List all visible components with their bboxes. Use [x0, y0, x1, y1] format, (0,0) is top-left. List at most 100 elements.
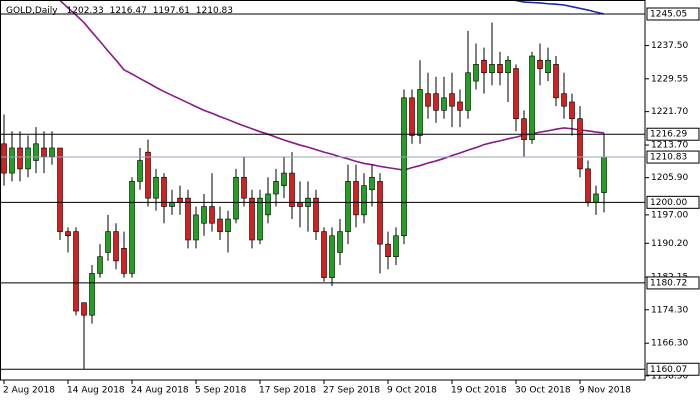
level-label: 1160.07 — [650, 365, 687, 375]
candle-body — [401, 97, 407, 237]
candle-body — [273, 181, 279, 195]
candle-body — [385, 243, 391, 257]
candle-body — [377, 181, 383, 245]
candle-body — [209, 206, 215, 224]
candle-body — [281, 172, 287, 186]
x-tick-label: 27 Sep 2018 — [323, 386, 380, 396]
plot-area — [0, 0, 645, 370]
candle-body — [225, 218, 231, 232]
candle-body — [545, 59, 551, 74]
candle-body — [169, 202, 175, 207]
candle-body — [473, 64, 479, 82]
candle-body — [449, 93, 455, 107]
candle-body — [553, 64, 559, 99]
candle-body — [89, 273, 95, 316]
candle-body — [425, 93, 431, 107]
level-label: 1216.29 — [650, 130, 687, 140]
price-box — [646, 150, 700, 164]
candle-body — [489, 64, 495, 74]
y-tick-label: 1213.70 — [651, 141, 688, 151]
candle-body — [121, 248, 127, 274]
candle-body — [353, 181, 359, 216]
price-label: 1210.83 — [650, 153, 687, 163]
x-tick-label: 9 Nov 2018 — [579, 386, 631, 396]
y-tick-label: 1174.30 — [651, 305, 688, 315]
ohlc-open: 1202.33 — [67, 6, 104, 16]
candle-body — [145, 151, 151, 199]
candle-body — [561, 93, 567, 107]
candle-body — [393, 235, 399, 257]
x-tick-label: 19 Oct 2018 — [451, 386, 507, 396]
candle-body — [361, 185, 367, 216]
candle-body — [41, 147, 47, 157]
ohlc-low: 1197.61 — [153, 6, 190, 16]
level-box — [646, 276, 700, 290]
candle-body — [249, 197, 255, 241]
candle-body — [417, 89, 423, 136]
candle-body — [177, 197, 183, 203]
candle-body — [313, 197, 319, 232]
candle-body — [257, 197, 263, 241]
symbol: GOLD,Daily — [6, 6, 58, 16]
y-tick-label: 1197.00 — [651, 210, 688, 220]
candle-body — [65, 231, 71, 237]
y-tick-label: 1166.30 — [651, 339, 688, 349]
level-box — [646, 7, 700, 21]
ohlc-high: 1216.47 — [110, 6, 147, 16]
candle-body — [329, 235, 335, 278]
moving-average — [515, 0, 605, 15]
candle-body — [457, 101, 463, 111]
candle-body — [369, 176, 375, 191]
candle-body — [585, 168, 591, 203]
level-box — [646, 127, 700, 141]
candle-body — [33, 143, 39, 161]
candle-body — [49, 147, 55, 157]
candle-body — [513, 68, 519, 120]
candle-body — [97, 256, 103, 274]
candle-body — [57, 147, 63, 232]
candle-body — [81, 302, 87, 316]
candle-body — [153, 176, 159, 199]
level-box — [646, 362, 700, 376]
x-tick-label: 9 Oct 2018 — [387, 386, 437, 396]
candle-body — [137, 160, 143, 182]
candle-body — [233, 176, 239, 220]
candle-body — [441, 97, 447, 111]
y-tick-label: 1221.70 — [651, 107, 688, 117]
candle-body — [529, 55, 535, 140]
x-tick-label: 5 Sep 2018 — [195, 386, 247, 396]
candle-body — [217, 218, 223, 232]
candle-body — [601, 156, 607, 193]
candle-body — [297, 202, 303, 207]
x-tick-label: 2 Aug 2018 — [3, 386, 55, 396]
candle-body — [193, 214, 199, 241]
x-tick-label: 17 Sep 2018 — [259, 386, 316, 396]
candle-body — [537, 59, 543, 69]
moving-average — [59, 0, 605, 171]
candle-body — [505, 59, 511, 74]
candle-body — [73, 231, 79, 312]
candle-body — [337, 231, 343, 253]
candle-body — [481, 59, 487, 74]
y-tick-label: 1158.50 — [651, 371, 688, 381]
x-tick-label: 30 Oct 2018 — [515, 386, 571, 396]
candle-body — [265, 193, 271, 216]
candle-body — [289, 172, 295, 207]
y-tick-label: 1205.90 — [651, 173, 688, 183]
x-tick-label: 24 Aug 2018 — [131, 386, 189, 396]
level-label: 1200.00 — [650, 198, 687, 208]
candle-body — [241, 176, 247, 199]
x-tick-label: 14 Aug 2018 — [67, 386, 125, 396]
candle-body — [25, 147, 31, 170]
level-label: 1245.05 — [650, 10, 687, 20]
ohlc-close: 1210.83 — [196, 6, 233, 16]
level-box — [646, 195, 700, 209]
candle-body — [409, 97, 415, 136]
plot-border — [0, 0, 646, 381]
y-tick-label: 1229.55 — [651, 74, 688, 84]
y-tick-label: 1237.50 — [651, 41, 688, 51]
candle-body — [105, 231, 111, 253]
level-label: 1180.72 — [650, 278, 687, 288]
candle-body — [1, 143, 7, 174]
